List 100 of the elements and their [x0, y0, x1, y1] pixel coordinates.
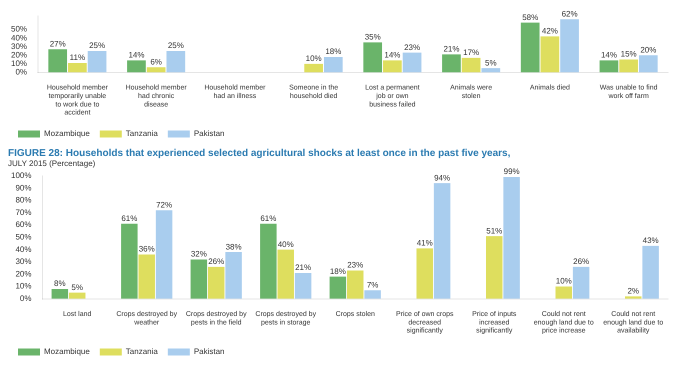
bar	[260, 224, 277, 299]
data-label: 41%	[416, 238, 433, 248]
bar	[138, 254, 155, 299]
data-label: 14%	[600, 50, 617, 60]
data-label: 7%	[366, 280, 378, 290]
bar	[619, 60, 638, 72]
bar	[127, 60, 146, 72]
data-label: 23%	[347, 260, 364, 270]
bar	[600, 60, 618, 72]
data-label: 94%	[434, 173, 450, 182]
bar	[52, 288, 68, 299]
data-label: 2%	[627, 286, 640, 296]
data-label: 38%	[226, 242, 242, 252]
data-label: 26%	[208, 257, 224, 266]
data-label: 17%	[463, 48, 480, 58]
bar	[555, 286, 572, 299]
data-label: 8%	[54, 279, 66, 288]
data-label: 10%	[306, 54, 322, 64]
data-label: 5%	[71, 282, 83, 292]
y-tick-label: 50%	[10, 24, 28, 34]
bar	[166, 50, 186, 72]
bar	[572, 266, 590, 299]
bar	[121, 224, 138, 299]
bar	[540, 36, 560, 72]
data-label: 61%	[121, 214, 138, 223]
bar	[346, 270, 364, 299]
bar	[434, 183, 450, 299]
data-label: 14%	[128, 50, 144, 60]
bar	[294, 272, 312, 299]
bar	[68, 292, 86, 299]
bar	[277, 250, 294, 299]
data-label: 15%	[620, 50, 637, 59]
bar	[462, 58, 480, 72]
legend-label: Tanzania	[126, 129, 158, 138]
data-label: 6%	[150, 57, 162, 66]
data-label: 40%	[278, 240, 294, 249]
y-tick-label: 90%	[15, 183, 32, 192]
data-label: 51%	[486, 226, 502, 236]
y-tick-label: 10%	[15, 282, 32, 291]
y-tick-label: 30%	[10, 42, 28, 51]
bar	[638, 55, 658, 72]
data-label: 14%	[384, 50, 400, 60]
y-tick-label: 10%	[10, 59, 28, 68]
data-label: 18%	[330, 266, 346, 276]
data-label: 61%	[260, 214, 276, 223]
bar	[330, 276, 346, 299]
legend-label: Pakistan	[194, 129, 225, 138]
bar	[225, 252, 242, 299]
data-label: 26%	[573, 257, 590, 266]
y-tick-label: 70%	[15, 208, 32, 217]
data-label: 72%	[156, 200, 172, 210]
data-label: 5%	[485, 58, 497, 68]
data-label: 36%	[138, 244, 155, 254]
data-label: 25%	[168, 41, 184, 50]
data-label: 23%	[404, 42, 420, 52]
bar	[208, 266, 224, 299]
legend-label: Pakistan	[194, 347, 225, 356]
bar	[324, 56, 343, 72]
y-tick-label: 60%	[15, 220, 32, 230]
data-label: 27%	[50, 39, 66, 48]
y-tick-label: 0%	[15, 68, 28, 77]
bar	[486, 236, 502, 299]
bar	[156, 210, 172, 299]
bar	[364, 290, 381, 299]
chart-subtitle: JULY 2015 (Percentage)	[8, 159, 96, 168]
y-tick-label: 40%	[10, 33, 28, 42]
y-tick-label: 30%	[15, 257, 32, 266]
bar	[88, 50, 106, 72]
data-label: 43%	[642, 236, 659, 246]
bar	[560, 19, 579, 72]
data-label: 58%	[522, 12, 538, 22]
data-label: 21%	[443, 44, 460, 54]
data-label: 18%	[325, 47, 342, 56]
y-tick-label: 40%	[15, 244, 32, 254]
bar	[416, 248, 433, 299]
y-tick-label: 100%	[10, 171, 32, 180]
y-tick-label: 80%	[15, 196, 32, 205]
y-tick-label: 20%	[15, 269, 32, 278]
data-label: 62%	[562, 9, 578, 18]
chart-title: FIGURE 28: Households that experienced selected agricultural shocks at least once in the past five years,	[8, 148, 512, 159]
bar	[304, 64, 323, 72]
data-label: 20%	[640, 45, 656, 54]
y-tick-label: 0%	[20, 294, 32, 304]
data-label: 32%	[190, 250, 207, 259]
bar	[68, 62, 87, 72]
data-label: 10%	[556, 276, 572, 286]
legend-label: Tanzania	[126, 347, 158, 356]
bar	[383, 60, 402, 72]
bar	[190, 259, 208, 299]
data-label: 42%	[542, 26, 558, 36]
bar	[363, 42, 382, 72]
data-label: 99%	[504, 167, 520, 176]
y-tick-label: 20%	[10, 50, 28, 60]
bar	[503, 177, 520, 299]
bar	[520, 22, 540, 72]
y-tick-label: 50%	[15, 232, 32, 242]
bar	[48, 49, 68, 72]
bar	[442, 54, 461, 72]
bar	[481, 68, 500, 72]
legend-label: Mozambique	[44, 129, 90, 138]
